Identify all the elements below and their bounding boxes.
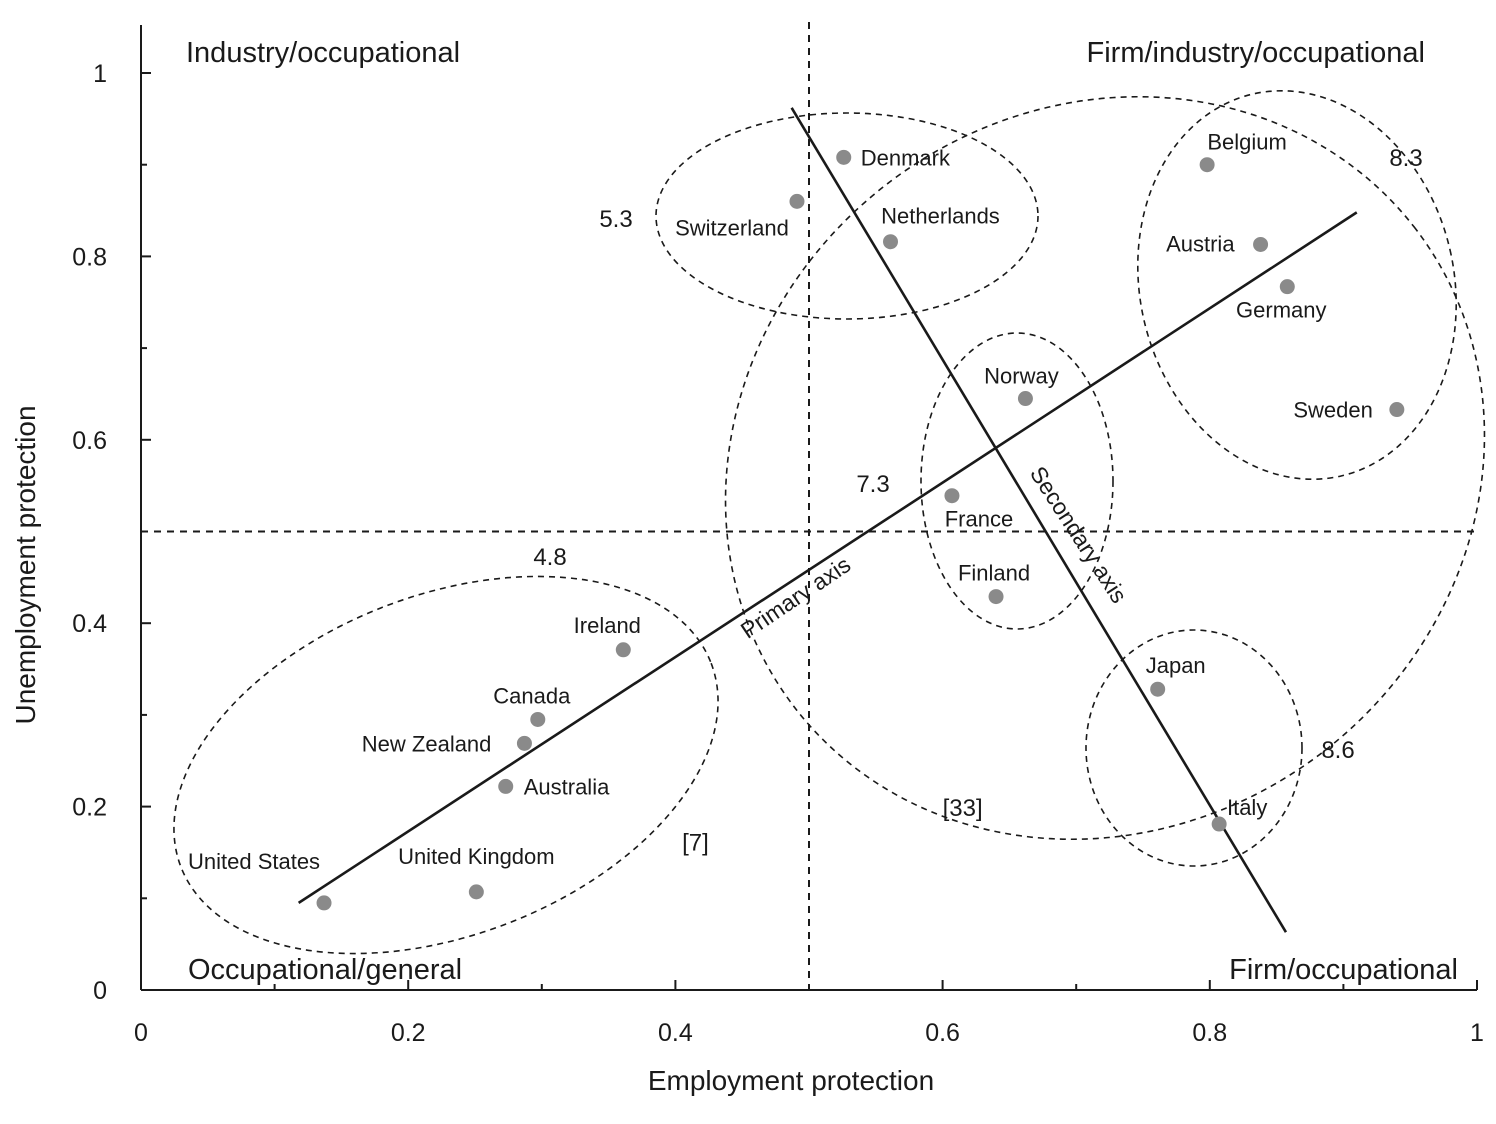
data-point [1150, 681, 1166, 697]
data-points [316, 149, 1405, 911]
data-point-label: France [945, 507, 1013, 532]
data-point-labels: United States United Kingdom Australia New … [188, 130, 1373, 874]
quadrant-labels: Industry/occupational Firm/industry/occup… [186, 37, 1458, 986]
axis-tick-labels: 0 0.2 0.4 0.6 0.8 1 0 0.2 0.4 0.6 0.8 1 [72, 60, 1484, 1047]
axis-ticks [140, 72, 1478, 991]
cluster-label: 8.6 [1321, 737, 1354, 764]
data-point-label: Australia [524, 774, 610, 799]
cluster-ellipses [173, 89, 1486, 955]
cluster-ellipse-small [655, 112, 1039, 320]
data-point [1279, 279, 1295, 295]
trend-line [790, 107, 1288, 933]
data-point [498, 778, 514, 794]
data-point [988, 589, 1004, 605]
data-point [1199, 157, 1215, 173]
cluster-label: 8.3 [1389, 145, 1422, 172]
data-point [615, 642, 631, 658]
quadrant-label: Firm/occupational [1229, 954, 1458, 986]
cluster-label: 4.8 [533, 544, 566, 571]
data-point [316, 895, 332, 911]
data-point [1389, 402, 1405, 418]
x-tick-label: 1 [1470, 1019, 1484, 1047]
x-tick-label: 0 [134, 1019, 148, 1047]
data-point-label: Netherlands [881, 204, 1000, 229]
x-axis-title: Employment protection [648, 1065, 934, 1096]
data-point-label: Denmark [861, 145, 951, 170]
data-point [882, 234, 898, 250]
trend-line [297, 211, 1358, 904]
y-tick-label: 0.6 [72, 427, 107, 455]
trend-line-label: Primary axis [736, 551, 855, 643]
group-labels: [7] [33] [682, 795, 983, 857]
data-point-label: Belgium [1207, 130, 1286, 155]
data-point [789, 193, 805, 209]
data-point [1211, 816, 1227, 832]
data-point [530, 711, 546, 727]
cluster-ellipse-small [920, 332, 1114, 630]
quadrant-label: Industry/occupational [186, 37, 460, 69]
data-point [836, 149, 852, 165]
x-tick-label: 0.4 [658, 1019, 693, 1047]
x-tick-label: 0.8 [1192, 1019, 1227, 1047]
data-point [1017, 391, 1033, 407]
data-point-label: Germany [1236, 298, 1326, 323]
cluster-labels: 4.8 5.3 7.3 8.3 8.6 [533, 145, 1422, 764]
y-tick-label: 0 [93, 977, 107, 1005]
cluster-label: 5.3 [599, 206, 632, 233]
data-point-label: Finland [958, 561, 1030, 586]
cluster-ellipse-small [1136, 89, 1458, 481]
y-tick-label: 0.4 [72, 610, 107, 638]
cluster-label: 7.3 [856, 471, 889, 498]
data-point-label: Japan [1146, 653, 1206, 678]
data-point [1253, 236, 1269, 252]
data-point-label: Norway [984, 364, 1059, 389]
data-point-label: New Zealand [362, 731, 492, 756]
cluster-ellipse-large [724, 95, 1486, 841]
data-point-label: Sweden [1293, 398, 1373, 423]
data-point [944, 488, 960, 504]
data-point [516, 735, 532, 751]
data-point-label: Italy [1227, 795, 1267, 820]
quadrant-label: Occupational/general [188, 954, 462, 986]
data-point-label: Ireland [574, 613, 641, 638]
group-count-label: [7] [682, 830, 709, 857]
data-point [468, 884, 484, 900]
x-tick-label: 0.2 [391, 1019, 426, 1047]
cluster-ellipse-small [1085, 629, 1303, 867]
group-count-label: [33] [943, 795, 983, 822]
y-tick-label: 1 [93, 60, 107, 88]
data-point-label: Switzerland [675, 215, 789, 240]
y-tick-label: 0.8 [72, 243, 107, 271]
y-axis-title: Unemployment protection [10, 405, 41, 724]
data-point-label: United States [188, 849, 320, 874]
data-point-label: Canada [493, 683, 571, 708]
cluster-ellipse-small [173, 575, 719, 955]
quadrant-label: Firm/industry/occupational [1087, 37, 1425, 69]
data-point-label: United Kingdom [398, 844, 555, 869]
x-tick-label: 0.6 [925, 1019, 960, 1047]
y-tick-label: 0.2 [72, 794, 107, 822]
data-point-label: Austria [1166, 231, 1235, 256]
